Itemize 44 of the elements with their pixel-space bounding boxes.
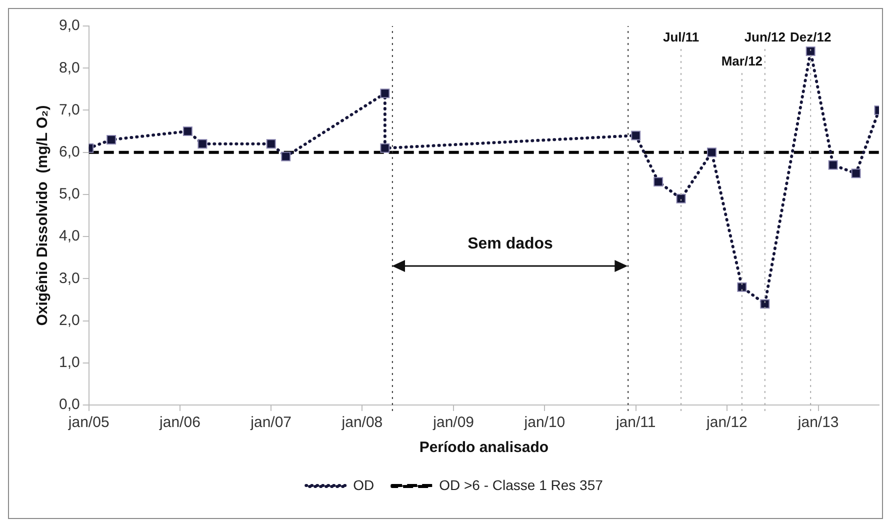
annotation: Sem dados: [468, 235, 554, 252]
y-tick-label: 7,0: [58, 101, 80, 118]
point: [706, 148, 716, 158]
y-tick-label: 0,0: [58, 396, 80, 414]
y-tick-label: 4,0: [58, 228, 80, 245]
point: [828, 160, 838, 170]
ref-line-label: Jul/11: [662, 30, 700, 45]
y-tick-label: 8,0: [58, 59, 80, 76]
point: [737, 282, 747, 292]
x-tick-label: jan/10: [523, 414, 566, 432]
point: [806, 46, 816, 56]
point: [380, 143, 390, 153]
point: [654, 177, 664, 187]
y-tick-label: 5,0: [58, 186, 80, 203]
point: [676, 194, 686, 204]
x-tick-label: jan/11: [614, 414, 656, 432]
point: [266, 139, 276, 149]
point: [380, 88, 390, 98]
point: [198, 139, 208, 149]
y-tick-label: 9,0: [58, 17, 80, 34]
x-axis-title: Período analisado: [419, 439, 549, 456]
point: [281, 152, 291, 162]
x-tick-label: jan/09: [432, 414, 474, 432]
point: [851, 168, 861, 178]
y-tick-label: 6,0: [58, 143, 80, 160]
ref-line-label: Jun/12: [744, 30, 786, 45]
ref-line-label: Dez/12: [790, 30, 832, 45]
x-tick-label: jan/12: [706, 414, 748, 432]
point: [760, 299, 770, 309]
y-tick-label: 2,0: [58, 312, 80, 329]
x-tick-label: jan/06: [158, 414, 200, 432]
point: [182, 126, 192, 136]
ref-line-label: Mar/12: [721, 54, 763, 69]
y-axis-title: Oxigênio Dissolvido (mg/L O₂): [34, 105, 52, 326]
point: [631, 130, 641, 140]
x-tick-label: jan/07: [250, 414, 292, 432]
legend-label: OD >6 - Classe 1 Res 357: [439, 476, 604, 493]
x-tick-label: jan/05: [67, 414, 110, 432]
point: [106, 134, 116, 144]
y-tick-label: 1,0: [58, 354, 80, 372]
y-tick-label: 3,0: [58, 270, 80, 287]
x-tick-label: jan/08: [340, 414, 383, 432]
x-tick-label: jan/13: [796, 414, 839, 432]
legend-label: OD: [353, 476, 374, 493]
